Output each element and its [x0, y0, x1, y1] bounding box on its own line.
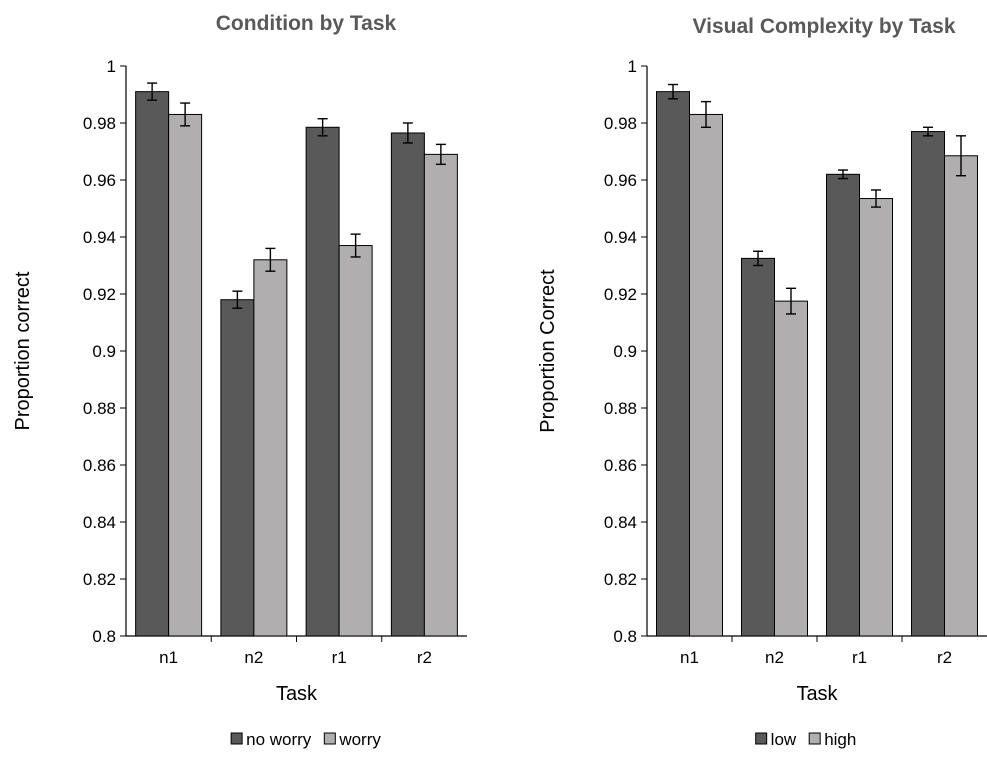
bar — [859, 198, 893, 637]
x-tick-label: r2 — [417, 648, 432, 667]
y-tick-label: 0.84 — [83, 513, 116, 532]
y-tick-label: 0.98 — [604, 114, 637, 133]
bar — [168, 113, 203, 637]
legend-swatch — [755, 732, 768, 745]
legend-label: worry — [338, 730, 381, 749]
bar — [135, 91, 170, 637]
y-tick-label: 0.94 — [83, 228, 116, 247]
y-tick-label: 0.88 — [83, 399, 116, 418]
bar — [390, 132, 425, 637]
x-tick-label: r2 — [937, 648, 952, 667]
y-tick-label: 0.86 — [604, 456, 637, 475]
bar — [338, 245, 373, 637]
chart-panel-2: Visual Complexity by Task 0.8 0.82 0.84 0.86… — [537, 15, 987, 749]
y-tick-label: 0.8 — [613, 627, 637, 646]
y-tick-label: 0.92 — [604, 285, 637, 304]
bar — [774, 300, 808, 637]
x-tick-label: n1 — [159, 648, 178, 667]
y-axis-title: Proportion Correct — [537, 269, 559, 433]
y-tick-label: 0.9 — [613, 342, 637, 361]
legend-swatch — [808, 732, 821, 745]
legend-swatch — [230, 732, 243, 745]
bar — [220, 299, 255, 637]
y-tick-label: 0.88 — [604, 399, 637, 418]
legend: no worry worry — [230, 730, 381, 749]
legend: low high — [755, 730, 856, 749]
x-axis-title: Task — [276, 683, 318, 705]
y-tick-label: 0.96 — [83, 171, 116, 190]
x-tick-label: r1 — [332, 648, 347, 667]
bar — [253, 259, 288, 637]
legend-label: low — [771, 730, 797, 749]
x-tick-label: r1 — [852, 648, 867, 667]
x-tick-label: n2 — [244, 648, 263, 667]
y-tick-label: 0.96 — [604, 171, 637, 190]
x-axis-title: Task — [796, 683, 838, 705]
y-tick-label: 0.82 — [604, 570, 637, 589]
chart-title: Visual Complexity by Task — [693, 15, 956, 38]
legend-label: high — [824, 730, 856, 749]
bar — [944, 155, 978, 637]
x-tick-label: n1 — [680, 648, 699, 667]
legend-label: no worry — [246, 730, 312, 749]
bar — [826, 173, 860, 637]
bar — [305, 126, 340, 637]
y-tick-label: 0.98 — [83, 114, 116, 133]
y-tick-label: 0.92 — [83, 285, 116, 304]
bar — [423, 153, 458, 637]
y-tick-label: 0.9 — [92, 342, 116, 361]
bar — [911, 131, 945, 637]
x-tick-label: n2 — [765, 648, 784, 667]
y-tick-label: 0.8 — [92, 627, 116, 646]
y-tick-label: 0.82 — [83, 570, 116, 589]
y-tick-label: 0.86 — [83, 456, 116, 475]
y-tick-label: 0.94 — [604, 228, 637, 247]
y-tick-label: 0.84 — [604, 513, 637, 532]
chart-panel-1: Condition by Task 0.8 0.82 0.84 0.86 0.88 0.9 0… — [12, 12, 467, 749]
y-tick-label: 1 — [107, 57, 116, 76]
y-axis-title: Proportion correct — [12, 271, 34, 430]
bar — [656, 91, 690, 637]
legend-swatch — [323, 732, 336, 745]
y-tick-label: 1 — [628, 57, 637, 76]
bar — [689, 113, 723, 637]
bar — [741, 257, 775, 637]
chart-title: Condition by Task — [216, 12, 397, 35]
